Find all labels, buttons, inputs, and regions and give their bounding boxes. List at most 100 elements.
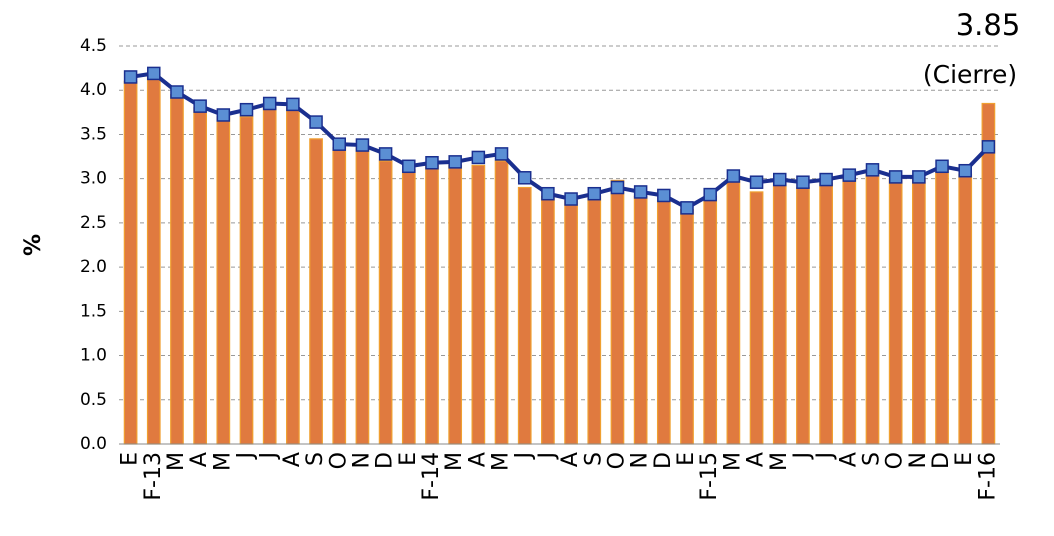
x-tick-label: O: [604, 452, 629, 469]
y-tick-label: 3.0: [80, 169, 107, 189]
marker: [239, 102, 254, 117]
marker: [541, 186, 555, 201]
bar: [958, 173, 973, 445]
x-tick-label: D: [929, 452, 954, 469]
annotation: (Cierre): [923, 60, 1017, 89]
bar: [911, 178, 926, 445]
y-tick-label: 0.5: [80, 390, 107, 410]
bar: [772, 182, 787, 445]
marker: [796, 175, 810, 189]
x-tick-label: A: [744, 452, 769, 467]
marker: [935, 159, 949, 174]
y-tick-label: 2.5: [80, 213, 107, 233]
x-tick-label: J: [790, 452, 815, 461]
bar: [239, 116, 254, 445]
x-tick-label: E: [674, 452, 699, 466]
marker: [657, 188, 671, 203]
x-tick-label: E: [396, 452, 421, 466]
marker: [564, 192, 578, 206]
x-tick-label: D: [373, 452, 398, 469]
x-tick-label: S: [581, 452, 606, 466]
bar: [703, 195, 718, 445]
bar: [355, 147, 370, 445]
annotation: 3.85: [956, 8, 1021, 42]
x-tick-label: D: [651, 452, 676, 469]
bar: [216, 116, 231, 445]
bar: [378, 160, 393, 445]
marker: [981, 140, 996, 154]
marker: [587, 186, 602, 201]
marker: [425, 155, 439, 170]
marker: [680, 201, 694, 215]
x-tick-label: S: [303, 452, 328, 466]
bar: [332, 147, 347, 445]
bar: [146, 76, 161, 445]
marker: [703, 187, 717, 202]
x-tick-label: S: [859, 452, 884, 466]
x-tick-label: E: [118, 452, 143, 466]
x-tick-label: M: [720, 452, 745, 471]
x-tick-label: A: [187, 452, 212, 467]
bar: [262, 107, 277, 445]
bar: [123, 80, 138, 445]
x-tick-label: J: [257, 452, 282, 461]
x-tick-label: J: [512, 452, 537, 461]
marker: [773, 172, 787, 187]
bar: [865, 173, 880, 445]
x-tick-label: A: [280, 452, 305, 467]
x-tick-label: M: [164, 452, 189, 471]
y-axis-label: %: [21, 234, 46, 256]
x-tick-label: M: [210, 452, 235, 471]
marker: [726, 169, 741, 183]
bar: [471, 164, 486, 445]
bar: [819, 182, 833, 445]
bar: [633, 195, 648, 445]
y-tick-label: 1.5: [80, 301, 107, 321]
bar: [517, 186, 532, 445]
line: [130, 71, 990, 211]
bar: [170, 94, 184, 445]
bar: [309, 138, 323, 445]
marker: [749, 175, 764, 189]
x-tick-label: E: [952, 452, 977, 466]
marker: [355, 138, 370, 152]
x-tick-label: O: [883, 452, 908, 469]
x-tick-label: A: [836, 452, 861, 467]
marker: [633, 185, 648, 199]
x-tick-label: J: [234, 452, 259, 461]
marker: [958, 163, 972, 178]
marker: [147, 66, 161, 81]
bar: [749, 191, 764, 445]
marker: [216, 108, 231, 122]
bar: [587, 195, 602, 445]
x-tick-label: F-13: [141, 452, 166, 501]
x-tick-label: N: [628, 452, 653, 468]
y-tick-label: 4.0: [80, 80, 107, 100]
x-tick-label: O: [326, 452, 351, 469]
x-tick-label: N: [906, 452, 931, 468]
marker: [402, 159, 416, 174]
y-tick-label: 0.0: [80, 434, 107, 454]
y-tick-label: 3.5: [80, 124, 107, 144]
marker: [332, 137, 346, 151]
x-tick-label: F-15: [697, 452, 722, 501]
bar: [286, 107, 300, 445]
marker: [471, 150, 486, 165]
y-tick-label: 2.0: [80, 257, 107, 277]
marker: [912, 170, 926, 184]
marker: [378, 147, 393, 161]
x-tick-label: J: [535, 452, 560, 461]
bar: [726, 178, 741, 445]
bar: [193, 107, 208, 445]
bar: [541, 195, 555, 445]
marker: [819, 172, 833, 187]
x-tick-label: F-16: [975, 452, 1000, 501]
x-tick-label: M: [767, 452, 792, 471]
x-tick-label: J: [813, 452, 838, 461]
x-tick-label: N: [349, 452, 374, 468]
x-tick-label: A: [465, 452, 490, 467]
bar: [796, 186, 810, 445]
bar: [981, 102, 996, 445]
bar: [888, 178, 903, 445]
x-tick-label: M: [442, 452, 467, 471]
